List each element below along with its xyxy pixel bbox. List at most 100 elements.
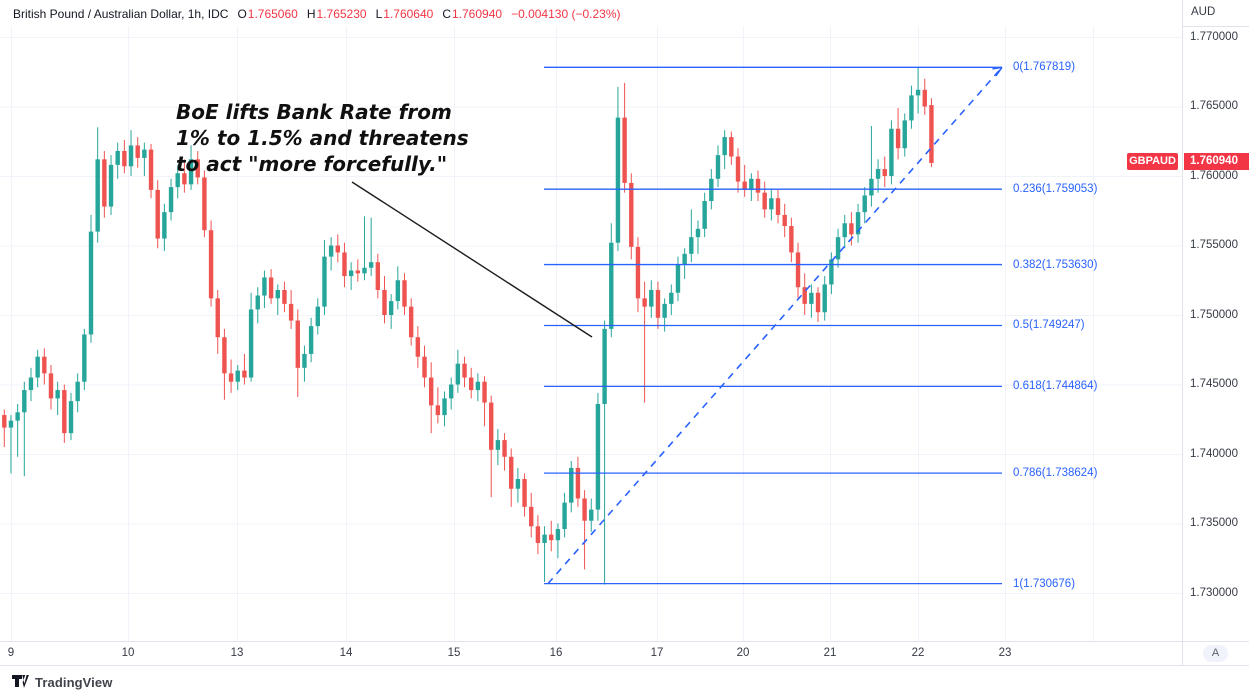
candle-body (15, 412, 20, 421)
annotation-line-3: to act "more forcefully." (176, 152, 448, 176)
candle-body (262, 277, 267, 296)
candle-body (248, 309, 254, 378)
close-label: C (442, 7, 451, 21)
candle-body (615, 117, 621, 243)
candle-body (335, 245, 340, 253)
price-tick-label: 1.730000 (1190, 586, 1238, 599)
tradingview-watermark[interactable]: TradingView (12, 675, 112, 690)
tradingview-logo-icon (12, 675, 29, 688)
candle-body (829, 259, 834, 285)
candle-body (395, 280, 401, 302)
candle-body (462, 363, 467, 378)
candle-body (408, 306, 414, 338)
time-tick-label: 13 (230, 647, 244, 659)
price-tick-label: 1.750000 (1190, 308, 1238, 321)
candle-body (522, 479, 527, 507)
candle-body (128, 145, 134, 167)
candle-body (368, 262, 374, 268)
candle-body (75, 381, 80, 402)
candle-body (202, 177, 207, 231)
candle-body (469, 377, 474, 391)
candle-body (135, 145, 140, 158)
candle-body (495, 440, 501, 450)
price-tick-label: 1.755000 (1190, 239, 1238, 251)
candle-body (882, 169, 887, 176)
candle-body (809, 292, 814, 304)
candle-body (388, 301, 394, 315)
candle-body (255, 295, 260, 310)
candle-body (802, 287, 807, 304)
symbol-title[interactable]: British Pound / Australian Dollar, 1h, I… (13, 7, 229, 21)
low-value: 1.760640 (383, 7, 434, 21)
candle-body (529, 506, 534, 527)
fib-level-label: 0.382(1.753630) (1013, 258, 1098, 271)
candle-body (415, 337, 421, 357)
candle-body (582, 498, 587, 521)
candle-body (729, 137, 734, 157)
candle-body (562, 502, 567, 530)
price-tick-label: 1.760000 (1190, 169, 1238, 182)
fib-level-label: 0.618(1.744864) (1013, 380, 1098, 393)
candle-body (362, 267, 367, 274)
candle-body (348, 270, 354, 277)
candle-body (48, 373, 54, 399)
last-price-symbol-badge: GBPAUD (1127, 153, 1178, 170)
candle-body (55, 390, 60, 399)
auto-scale-button[interactable]: A (1203, 645, 1228, 662)
candle-body (8, 420, 14, 428)
candle-body (455, 363, 461, 385)
candle-body (602, 328, 607, 404)
candle-body (448, 384, 454, 399)
candle-body (662, 303, 667, 318)
ohlc-close: C 1.760940 (442, 7, 502, 21)
candle-body (635, 246, 641, 299)
candle-body (922, 89, 927, 107)
candle-body (695, 228, 701, 238)
candle-body (435, 405, 441, 416)
candle-body (42, 356, 47, 374)
candle-body (68, 401, 74, 434)
candle-body (535, 526, 541, 543)
candle-body (28, 377, 34, 391)
candle-body (669, 292, 674, 304)
candle-body (742, 181, 747, 190)
candle-body (328, 245, 334, 257)
candle-body (489, 402, 494, 450)
time-tick-label: 15 (447, 647, 461, 659)
text-annotation[interactable]: BoE lifts Bank Rate from 1% to 1.5% and … (176, 99, 469, 177)
candle-body (655, 289, 661, 318)
candle-body (242, 370, 247, 378)
candle-body (782, 214, 787, 227)
open-value: 1.765060 (247, 7, 298, 21)
candle-body (789, 226, 794, 253)
candle-body (355, 270, 361, 274)
candle-body (428, 377, 434, 406)
close-value: 1.760940 (452, 7, 503, 21)
candle-body (715, 155, 721, 179)
candle-body (482, 381, 487, 403)
fib-trendline (547, 66, 1003, 585)
price-tick-label: 1.765000 (1190, 100, 1238, 112)
high-label: H (306, 7, 316, 21)
price-tick-label: 1.745000 (1190, 378, 1238, 390)
candle-body (88, 231, 94, 335)
candle-body (62, 390, 67, 434)
candle-body (889, 128, 894, 176)
candle-body (755, 178, 761, 193)
candle-body (769, 198, 774, 210)
candle-body (82, 334, 87, 382)
time-tick-label: 20 (736, 647, 750, 659)
candle-body (909, 95, 914, 121)
candle-body (102, 159, 107, 207)
annotation-line-1: BoE lifts Bank Rate from (176, 100, 452, 124)
candle-body (115, 150, 120, 165)
candle-body (735, 156, 741, 182)
candle-body (515, 479, 521, 489)
time-tick-label: 16 (549, 647, 563, 659)
fibonacci-retracement-drawing[interactable] (544, 66, 1003, 585)
ohlc-low: L 1.760640 (376, 7, 434, 21)
candle-body (308, 326, 314, 354)
time-tick-label: 21 (823, 647, 837, 659)
